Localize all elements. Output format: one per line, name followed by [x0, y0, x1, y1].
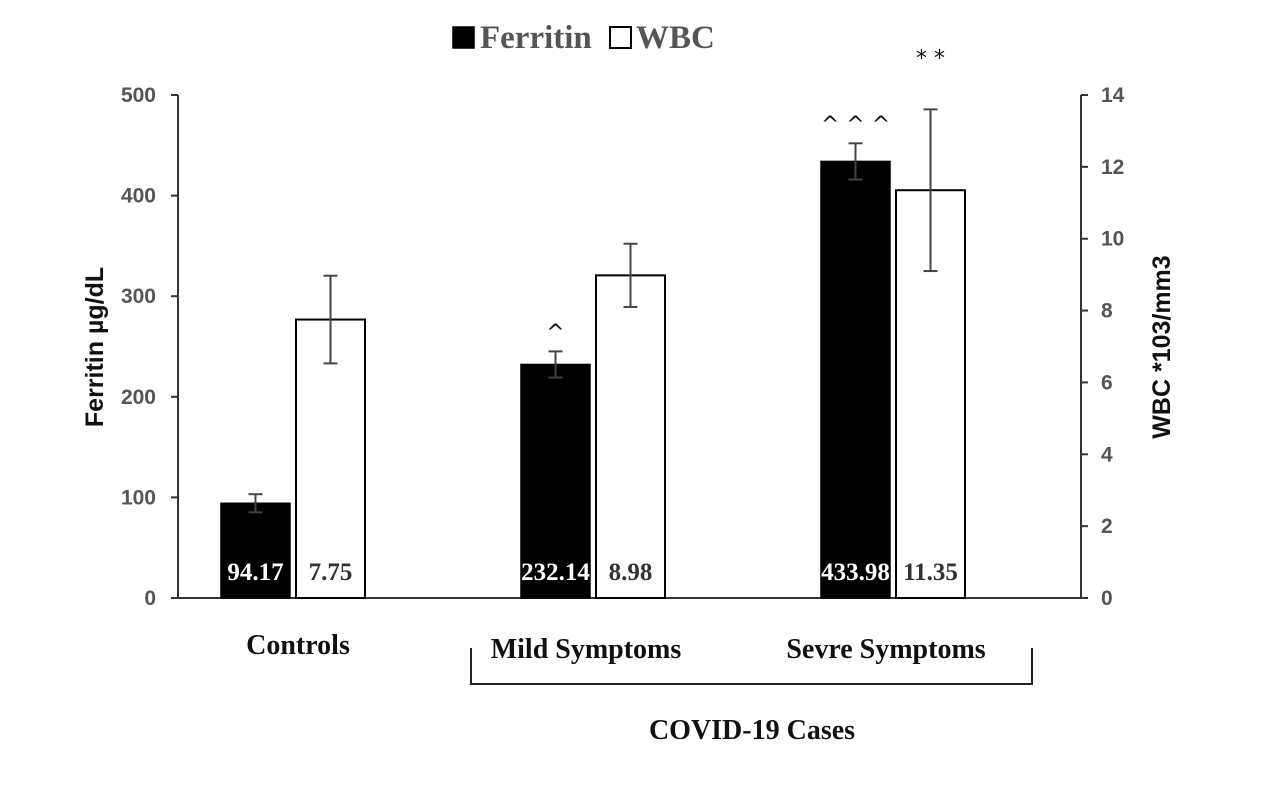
bar-wbc: [595, 274, 666, 599]
legend-swatch-wbc: [609, 26, 632, 49]
left-tick-label: 200: [121, 386, 156, 409]
left-tick-label: 400: [121, 185, 156, 208]
legend-label-ferritin: Ferritin: [480, 20, 592, 56]
right-tick-label: 6: [1101, 371, 1113, 394]
left-tick-label: 0: [144, 587, 156, 610]
data-label-ferritin: 94.17: [227, 559, 283, 586]
bar-ferritin: [220, 502, 291, 599]
category-label: Sevre Symptoms: [786, 634, 985, 665]
right-tick-label: 0: [1101, 587, 1113, 610]
left-tick-label: 100: [121, 486, 156, 509]
data-label-ferritin: 433.98: [821, 559, 890, 586]
data-label-wbc: 11.35: [903, 559, 958, 586]
left-tick-label: 300: [121, 285, 156, 308]
bar-ferritin: [820, 160, 891, 599]
significance-mark-ferritin: ^ ^ ^: [821, 112, 890, 137]
bar-ferritin: [520, 363, 591, 599]
group-bracket: [470, 648, 1033, 685]
right-tick-label: 2: [1101, 515, 1113, 538]
legend-label-wbc: WBC: [636, 20, 715, 56]
right-tick-label: 8: [1101, 300, 1113, 323]
data-label-wbc: 7.75: [309, 559, 353, 586]
right-tick-label: 10: [1101, 228, 1124, 251]
significance-mark-ferritin: ^: [546, 320, 564, 345]
data-label-wbc: 8.98: [609, 559, 653, 586]
left-tick-label: 500: [121, 84, 156, 107]
right-tick-label: 14: [1101, 84, 1125, 107]
right-axis-title: WBC *103/mm3: [1148, 255, 1176, 438]
bar-wbc: [295, 318, 366, 599]
legend-swatch-ferritin: [452, 26, 475, 49]
right-tick-label: 12: [1101, 156, 1124, 179]
group-label: COVID-19 Cases: [649, 715, 855, 746]
right-tick-label: 4: [1101, 443, 1113, 466]
significance-mark-wbc: * *: [916, 46, 945, 71]
left-axis-title: Ferritin µg/dL: [81, 267, 109, 427]
category-label: Controls: [246, 630, 350, 661]
category-label: Mild Symptoms: [491, 634, 682, 665]
data-label-ferritin: 232.14: [521, 559, 590, 586]
